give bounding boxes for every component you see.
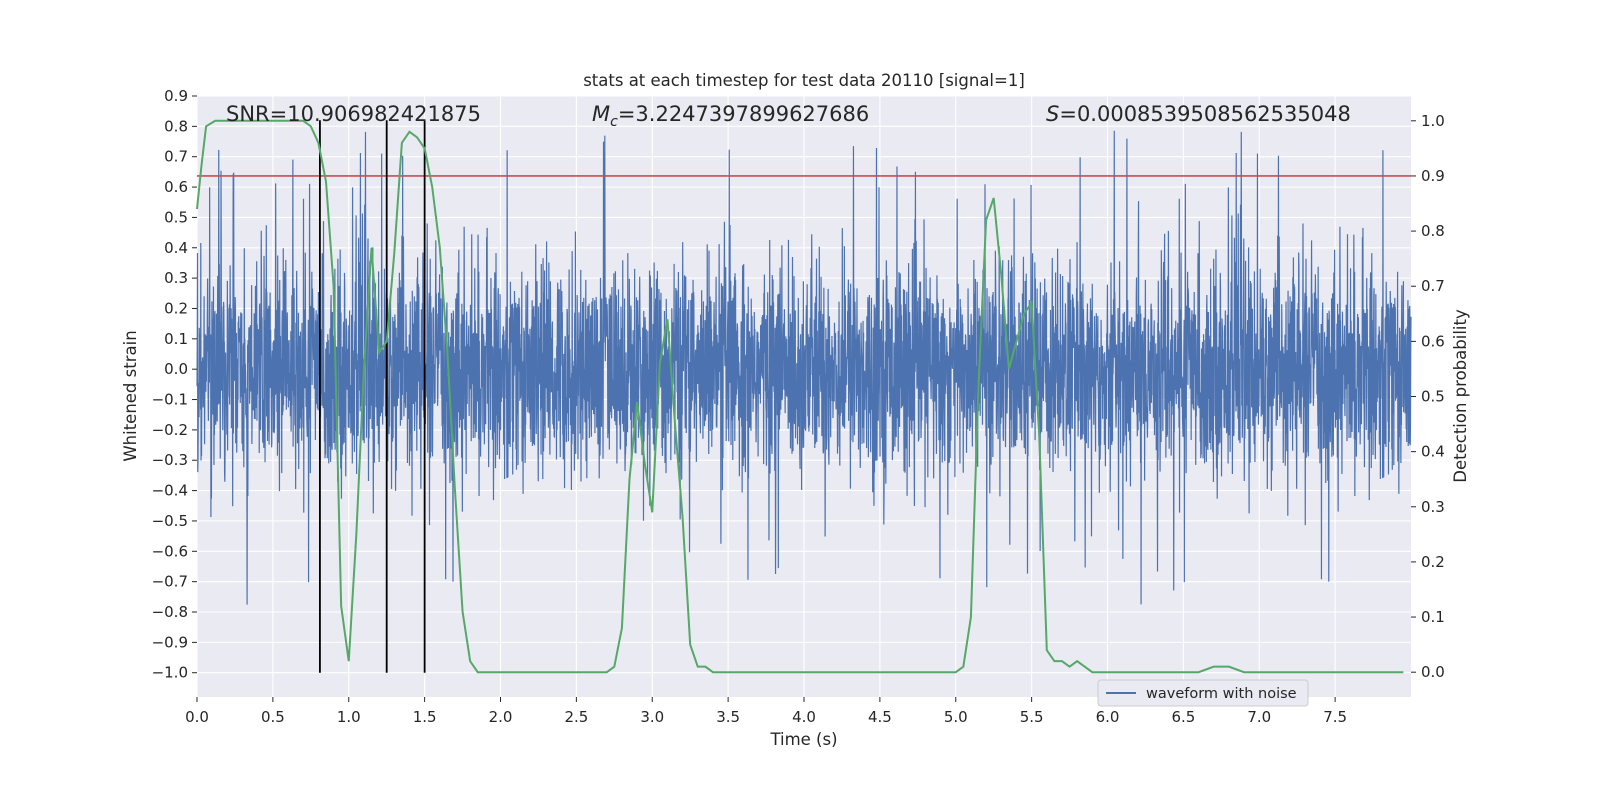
y-tick-label: 0.5 [164, 208, 188, 226]
y2-tick-label: 0.5 [1421, 388, 1445, 406]
y2-tick-label: 0.7 [1421, 277, 1445, 295]
waveform-series [196, 130, 1412, 605]
x-axis-ticks: 0.0 0.5 1.0 1.5 2.0 2.5 3.0 3.5 4.0 4.5 5.0 5.5 6.0 6… [185, 697, 1347, 726]
y2-tick-label: 0.1 [1421, 608, 1445, 626]
y2-tick-label: 0.9 [1421, 167, 1445, 185]
x-tick-label: 1.5 [413, 708, 437, 726]
x-tick-label: 7.5 [1323, 708, 1347, 726]
y-tick-label: −0.5 [152, 512, 188, 530]
y2-tick-label: 0.0 [1421, 663, 1445, 681]
y-tick-label: −0.9 [152, 633, 188, 651]
y-axis-right-ticks: 1.0 0.9 0.8 0.7 0.6 0.5 0.4 0.3 0.2 0.1 0.0 [1411, 112, 1445, 681]
x-axis-label: Time (s) [769, 730, 837, 749]
s-annotation: S=0.0008539508562535048 [1046, 102, 1351, 126]
y-tick-label: −1.0 [152, 664, 188, 682]
x-tick-label: 6.5 [1171, 708, 1195, 726]
y-tick-label: 0.3 [164, 269, 188, 287]
s-value: =0.0008539508562535048 [1059, 102, 1351, 126]
y2-tick-label: 0.8 [1421, 222, 1445, 240]
x-tick-label: 6.0 [1096, 708, 1120, 726]
y2-tick-label: 0.6 [1421, 332, 1445, 350]
mc-annotation: Mc=3.2247397899627686 [592, 102, 869, 130]
mc-symbol: M [592, 102, 610, 126]
legend-box [1097, 679, 1309, 707]
y-tick-label: −0.6 [152, 542, 188, 560]
x-tick-label: 2.0 [489, 708, 513, 726]
y2-tick-label: 0.3 [1421, 498, 1445, 516]
y-tick-label: 0.6 [164, 178, 188, 196]
x-tick-label: 5.0 [944, 708, 968, 726]
y-tick-label: 0.0 [164, 360, 188, 378]
y-tick-label: 0.9 [164, 87, 188, 105]
legend-label: waveform with noise [1146, 686, 1297, 702]
x-tick-label: 2.5 [564, 708, 588, 726]
y-tick-label: 0.4 [164, 239, 188, 257]
y-tick-label: −0.4 [152, 482, 188, 500]
y-axis-label: Whitened strain [121, 330, 140, 461]
x-tick-label: 5.5 [1020, 708, 1044, 726]
y-tick-label: 0.2 [164, 299, 188, 317]
s-symbol: S [1046, 102, 1059, 126]
legend: waveform with noise [1097, 679, 1309, 707]
y-tick-label: −0.8 [152, 603, 188, 621]
y-tick-label: 0.1 [164, 330, 188, 348]
mc-value: =3.2247397899627686 [618, 102, 869, 126]
snr-annotation: SNR=10.906982421875 [226, 102, 481, 126]
y-tick-label: −0.1 [152, 391, 188, 409]
y2-tick-label: 0.4 [1421, 443, 1445, 461]
y-tick-label: −0.3 [152, 451, 188, 469]
y-axis-left-ticks: 0.9 0.8 0.7 0.6 0.5 0.4 0.3 0.2 0.1 0.0 −0.1 −0.2 −0… [152, 87, 197, 682]
x-tick-label: 4.5 [868, 708, 892, 726]
mc-subscript: c [610, 114, 618, 130]
x-tick-label: 0.5 [261, 708, 285, 726]
y-tick-label: 0.7 [164, 148, 188, 166]
y-tick-label: 0.8 [164, 117, 188, 135]
vertical-markers [319, 120, 426, 673]
x-tick-label: 3.5 [716, 708, 740, 726]
detection-probability-series [196, 119, 1404, 674]
x-tick-label: 4.0 [792, 708, 816, 726]
x-tick-label: 3.0 [640, 708, 664, 726]
waveform-line [196, 130, 1412, 605]
y-tick-label: −0.7 [152, 573, 188, 591]
x-tick-label: 0.0 [185, 708, 209, 726]
y2-tick-label: 1.0 [1421, 112, 1445, 130]
y-tick-label: −0.2 [152, 421, 188, 439]
y2-axis-label: Detection probability [1451, 309, 1470, 483]
x-tick-label: 7.0 [1247, 708, 1271, 726]
y2-tick-label: 0.2 [1421, 553, 1445, 571]
chart-title: stats at each timestep for test data 201… [583, 71, 1025, 90]
x-tick-label: 1.0 [337, 708, 361, 726]
